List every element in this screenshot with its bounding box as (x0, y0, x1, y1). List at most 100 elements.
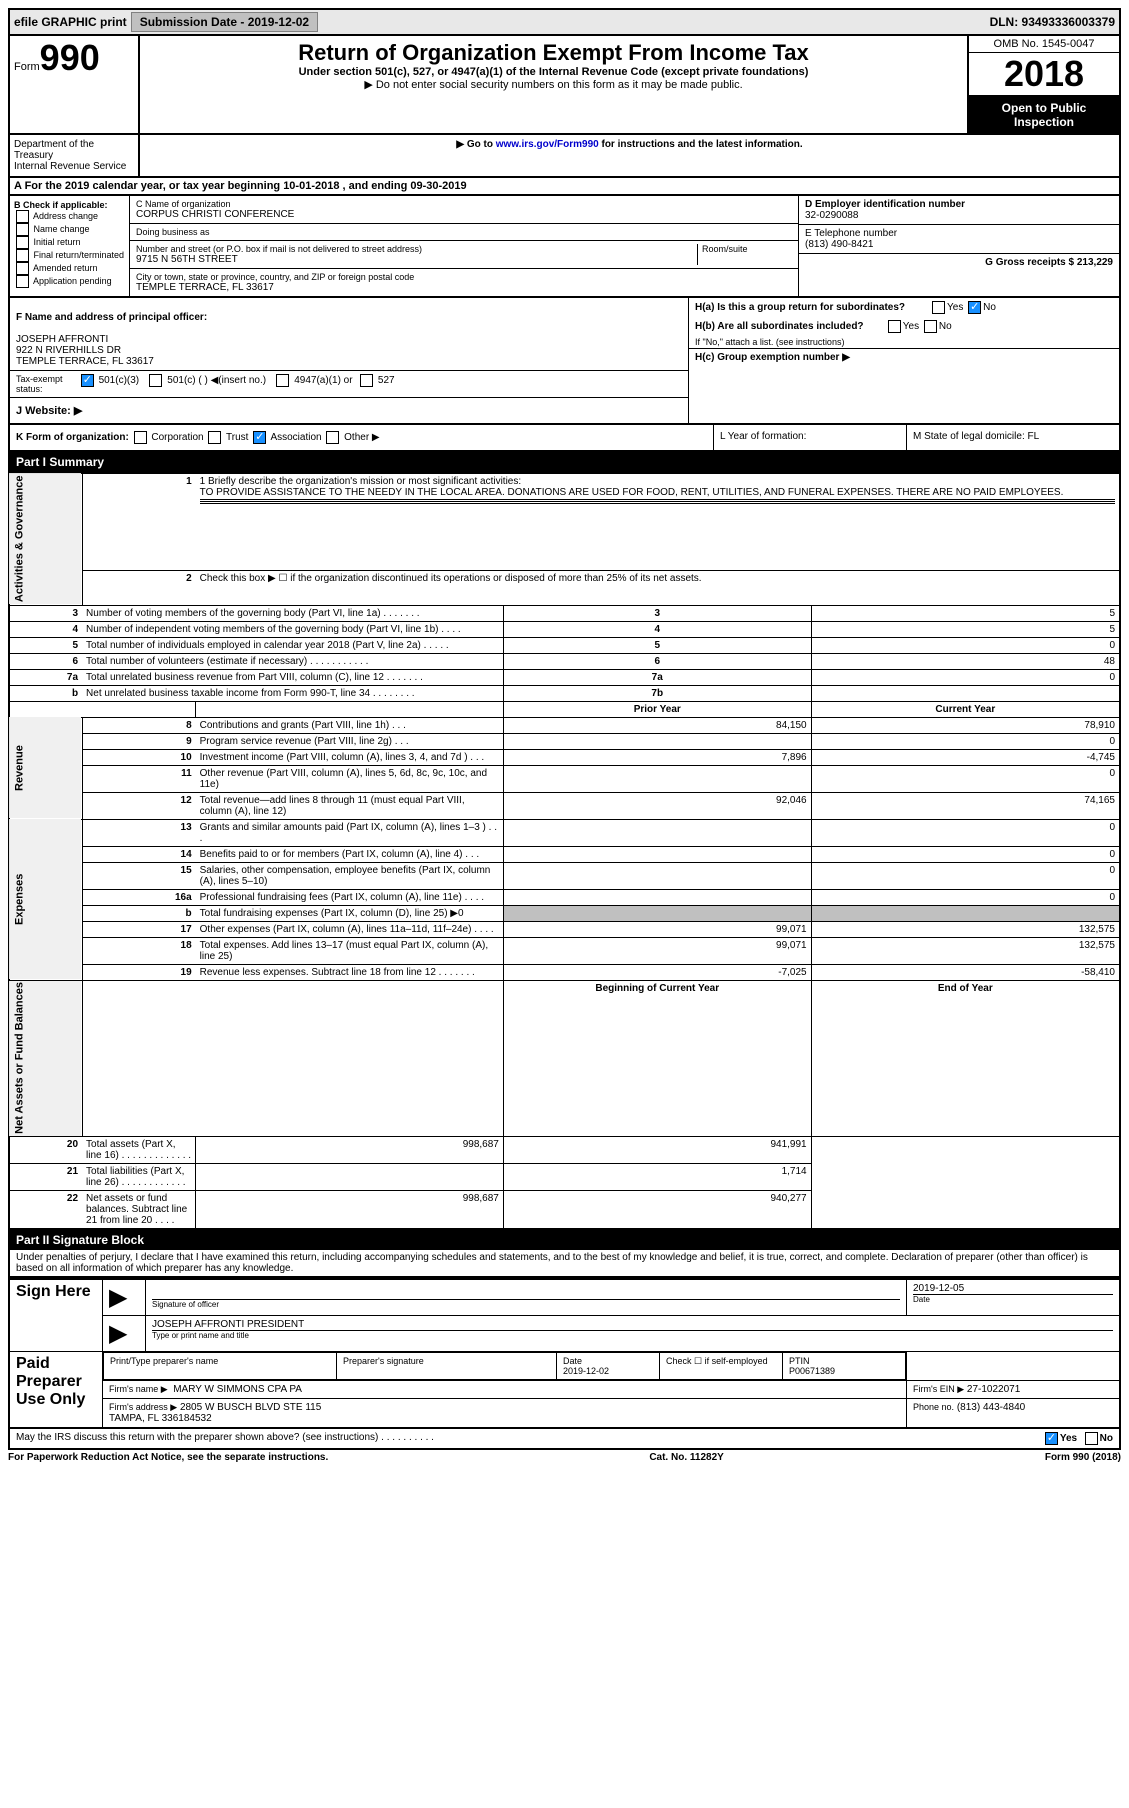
hb-yes[interactable] (888, 320, 901, 333)
beg-year-header: Beginning of Current Year (503, 980, 811, 1137)
prep-name-label: Print/Type preparer's name (104, 1353, 337, 1380)
irs-link[interactable]: www.irs.gov/Form990 (496, 139, 599, 150)
527-check[interactable] (360, 374, 373, 387)
m-state-domicile: M State of legal domicile: FL (907, 425, 1119, 450)
dln-label: DLN: 93493336003379 (990, 15, 1115, 29)
initial-return-check[interactable]: Initial return (14, 236, 125, 249)
final-return-check[interactable]: Final return/terminated (14, 249, 125, 262)
prep-sig-label: Preparer's signature (337, 1353, 557, 1380)
app-pending-check[interactable]: Application pending (14, 275, 125, 288)
table-row: 21Total liabilities (Part X, line 26) . … (9, 1164, 1120, 1191)
hc-label: H(c) Group exemption number ▶ (695, 352, 850, 363)
part2-header: Part II Signature Block (8, 1230, 1121, 1250)
side-activities: Activities & Governance (9, 473, 82, 605)
j-website-label: J Website: ▶ (16, 405, 82, 417)
table-row: 19Revenue less expenses. Subtract line 1… (9, 964, 1120, 980)
c-name-label: C Name of organization (136, 199, 792, 209)
discuss-yes[interactable] (1045, 1432, 1058, 1445)
part1-header: Part I Summary (8, 452, 1121, 472)
room-label: Room/suite (702, 244, 792, 254)
addr-change-check[interactable]: Address change (14, 210, 125, 223)
top-bar: efile GRAPHIC print Submission Date - 20… (8, 8, 1121, 36)
tax-exempt-row: Tax-exempt status: 501(c)(3) 501(c) ( ) … (10, 371, 688, 398)
firm-ein: 27-1022071 (967, 1384, 1020, 1395)
501c-check[interactable] (149, 374, 162, 387)
end-year-header: End of Year (811, 980, 1120, 1137)
current-year-header: Current Year (811, 701, 1120, 717)
d-label: D Employer identification number (805, 199, 965, 210)
k-trust[interactable] (208, 431, 221, 444)
discuss-yes-no: Yes No (1043, 1432, 1113, 1445)
ein: 32-0290088 (805, 210, 858, 221)
hb-note: If "No," attach a list. (see instruction… (689, 336, 1119, 348)
amended-return-check[interactable]: Amended return (14, 262, 125, 275)
instruction-1: ▶ Do not enter social security numbers o… (144, 78, 963, 91)
k-corp[interactable] (134, 431, 147, 444)
entity-grid: B Check if applicable: Address change Na… (8, 196, 1121, 298)
check-self: Check ☐ if self-employed (660, 1353, 783, 1380)
table-row: 15Salaries, other compensation, employee… (9, 862, 1120, 889)
officer-name-label: Type or print name and title (152, 1330, 1113, 1340)
line1-label: 1 Briefly describe the organization's mi… (200, 476, 522, 487)
table-row: Expenses13Grants and similar amounts pai… (9, 819, 1120, 846)
k-other[interactable] (326, 431, 339, 444)
section-c: C Name of organization CORPUS CHRISTI CO… (130, 196, 799, 296)
footer-mid: Cat. No. 11282Y (649, 1452, 723, 1463)
header-row: Form990 Return of Organization Exempt Fr… (8, 36, 1121, 135)
prior-year-header: Prior Year (503, 701, 811, 717)
discuss-no[interactable] (1085, 1432, 1098, 1445)
officer-name-addr: JOSEPH AFFRONTI 922 N RIVERHILLS DR TEMP… (16, 334, 154, 367)
dba-label: Doing business as (136, 227, 792, 237)
table-row: 17Other expenses (Part IX, column (A), l… (9, 921, 1120, 937)
table-row: 12Total revenue—add lines 8 through 11 (… (9, 792, 1120, 819)
hb-no[interactable] (924, 320, 937, 333)
4947-check[interactable] (276, 374, 289, 387)
phone: (813) 490-8421 (805, 239, 873, 250)
mission-text: TO PROVIDE ASSISTANCE TO THE NEEDY IN TH… (200, 487, 1064, 498)
table-row: 22Net assets or fund balances. Subtract … (9, 1191, 1120, 1230)
footer-right: Form 990 (2018) (1045, 1452, 1121, 1463)
submission-date-btn[interactable]: Submission Date - 2019-12-02 (131, 12, 318, 32)
name-change-check[interactable]: Name change (14, 223, 125, 236)
ptin: P00671389 (789, 1366, 835, 1376)
ha-yes[interactable] (932, 301, 945, 314)
k-assoc[interactable] (253, 431, 266, 444)
table-row: Revenue8Contributions and grants (Part V… (9, 717, 1120, 733)
side-net: Net Assets or Fund Balances (9, 980, 82, 1137)
summary-table: Activities & Governance 1 1 Briefly desc… (8, 472, 1121, 1230)
b-label: B Check if applicable: (14, 200, 108, 210)
efile-label: efile GRAPHIC print (14, 15, 127, 29)
org-name: CORPUS CHRISTI CONFERENCE (136, 209, 792, 220)
ha-label: H(a) Is this a group return for subordin… (695, 302, 905, 313)
section-d: D Employer identification number 32-0290… (799, 196, 1119, 296)
street-address: 9715 N 56TH STREET (136, 254, 697, 265)
501c3-check[interactable] (81, 374, 94, 387)
omb-number: OMB No. 1545-0047 (969, 36, 1119, 53)
section-b-checkboxes: B Check if applicable: Address change Na… (10, 196, 130, 296)
hb-label: H(b) Are all subordinates included? (695, 321, 864, 332)
table-row: 10Investment income (Part VIII, column (… (9, 749, 1120, 765)
open-public-badge: Open to Public Inspection (969, 97, 1119, 133)
footer-left: For Paperwork Reduction Act Notice, see … (8, 1452, 328, 1463)
line2: Check this box ▶ ☐ if the organization d… (196, 571, 1120, 605)
ha-no[interactable] (968, 301, 981, 314)
g-gross-receipts: G Gross receipts $ 213,229 (985, 257, 1113, 268)
e-label: E Telephone number (805, 228, 897, 239)
k-form-org: K Form of organization: Corporation Trus… (10, 425, 714, 450)
city-label: City or town, state or province, country… (136, 272, 792, 282)
dept-label: Department of the Treasury Internal Reve… (10, 135, 140, 176)
l-year-formation: L Year of formation: (714, 425, 907, 450)
table-row: 14Benefits paid to or for members (Part … (9, 846, 1120, 862)
instruction-2: ▶ Go to www.irs.gov/Form990 for instruct… (140, 135, 1119, 176)
table-row: 11Other revenue (Part VIII, column (A), … (9, 765, 1120, 792)
sign-here-label: Sign Here (9, 1279, 103, 1352)
table-row: 18Total expenses. Add lines 13–17 (must … (9, 937, 1120, 964)
subtitle: Under section 501(c), 527, or 4947(a)(1)… (144, 66, 963, 78)
city-state-zip: TEMPLE TERRACE, FL 33617 (136, 282, 792, 293)
firm-phone: (813) 443-4840 (957, 1402, 1025, 1413)
signature-table: Sign Here ▶ Signature of officer 2019-12… (8, 1278, 1121, 1429)
tax-year: 2018 (969, 53, 1119, 97)
period-row: A For the 2019 calendar year, or tax yea… (8, 178, 1121, 196)
addr-label: Number and street (or P.O. box if mail i… (136, 244, 697, 254)
footer: For Paperwork Reduction Act Notice, see … (8, 1450, 1121, 1465)
